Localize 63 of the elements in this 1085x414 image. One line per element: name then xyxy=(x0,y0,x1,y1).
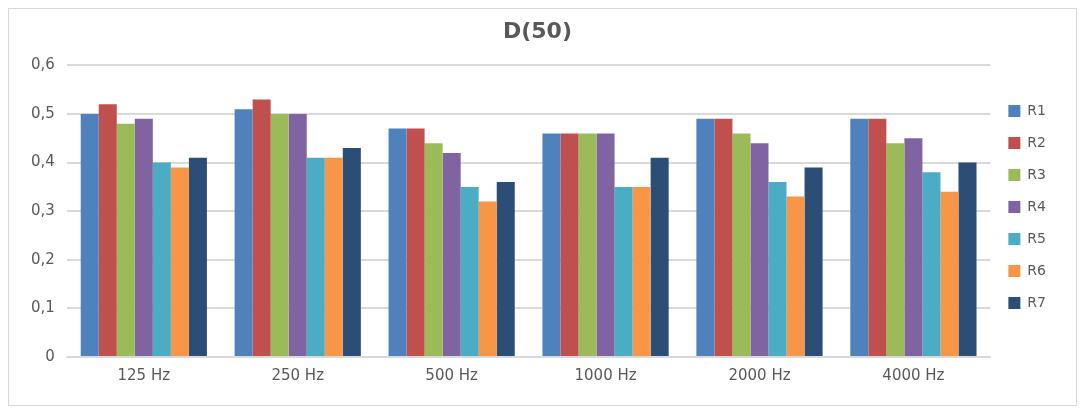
bar xyxy=(940,191,959,356)
bar xyxy=(460,186,479,356)
bar xyxy=(234,109,253,356)
bar xyxy=(252,99,271,356)
bar xyxy=(170,167,189,356)
bar xyxy=(750,143,769,356)
y-tick-label: 0,6 xyxy=(31,55,55,74)
x-tick-label: 250 Hz xyxy=(271,365,325,384)
y-tick-label: 0,2 xyxy=(31,249,55,268)
legend-label: R2 xyxy=(1027,133,1047,150)
bar xyxy=(650,157,669,356)
legend-label: R6 xyxy=(1027,261,1047,278)
legend-label: R3 xyxy=(1027,165,1047,182)
bar xyxy=(478,201,497,356)
bar xyxy=(98,104,117,356)
bar xyxy=(714,118,733,356)
bar xyxy=(342,148,361,356)
bar xyxy=(270,114,289,356)
legend-label: R4 xyxy=(1027,197,1047,214)
bar xyxy=(886,143,905,356)
bar xyxy=(324,157,343,356)
y-tick-label: 0 xyxy=(45,346,55,365)
x-tick-label: 500 Hz xyxy=(425,365,479,384)
y-tick-label: 0,4 xyxy=(31,152,55,171)
bar xyxy=(542,133,561,356)
bar xyxy=(388,128,407,356)
x-tick-label: 2000 Hz xyxy=(728,365,791,384)
bar xyxy=(614,186,633,356)
legend-label: R1 xyxy=(1027,101,1047,118)
y-tick-label: 0,3 xyxy=(31,201,55,220)
bar xyxy=(958,162,977,356)
bar xyxy=(868,118,887,356)
bar xyxy=(696,118,715,356)
bar xyxy=(80,114,99,356)
bar xyxy=(596,133,615,356)
bar xyxy=(134,118,153,356)
bar xyxy=(632,186,651,356)
bar xyxy=(578,133,597,356)
bar xyxy=(904,138,923,356)
chart-title: D(50) xyxy=(503,17,572,43)
x-tick-label: 1000 Hz xyxy=(574,365,637,384)
legend-label: R5 xyxy=(1027,229,1047,246)
bar xyxy=(496,182,515,356)
bar xyxy=(406,128,425,356)
bar xyxy=(804,167,823,356)
bar xyxy=(116,123,135,356)
bar xyxy=(188,157,207,356)
bar xyxy=(560,133,579,356)
x-tick-label: 125 Hz xyxy=(117,365,171,384)
bar xyxy=(850,118,869,356)
x-tick-label: 4000 Hz xyxy=(882,365,945,384)
bar xyxy=(786,196,805,356)
bar xyxy=(442,152,461,356)
bar xyxy=(768,182,787,356)
bar xyxy=(922,172,941,356)
y-tick-label: 0,1 xyxy=(31,298,55,317)
bar xyxy=(288,114,307,356)
bar xyxy=(424,143,443,356)
bar xyxy=(152,162,171,356)
legend-label: R7 xyxy=(1027,293,1047,310)
bar xyxy=(306,157,325,356)
bar xyxy=(732,133,751,356)
y-tick-label: 0,5 xyxy=(31,103,55,122)
